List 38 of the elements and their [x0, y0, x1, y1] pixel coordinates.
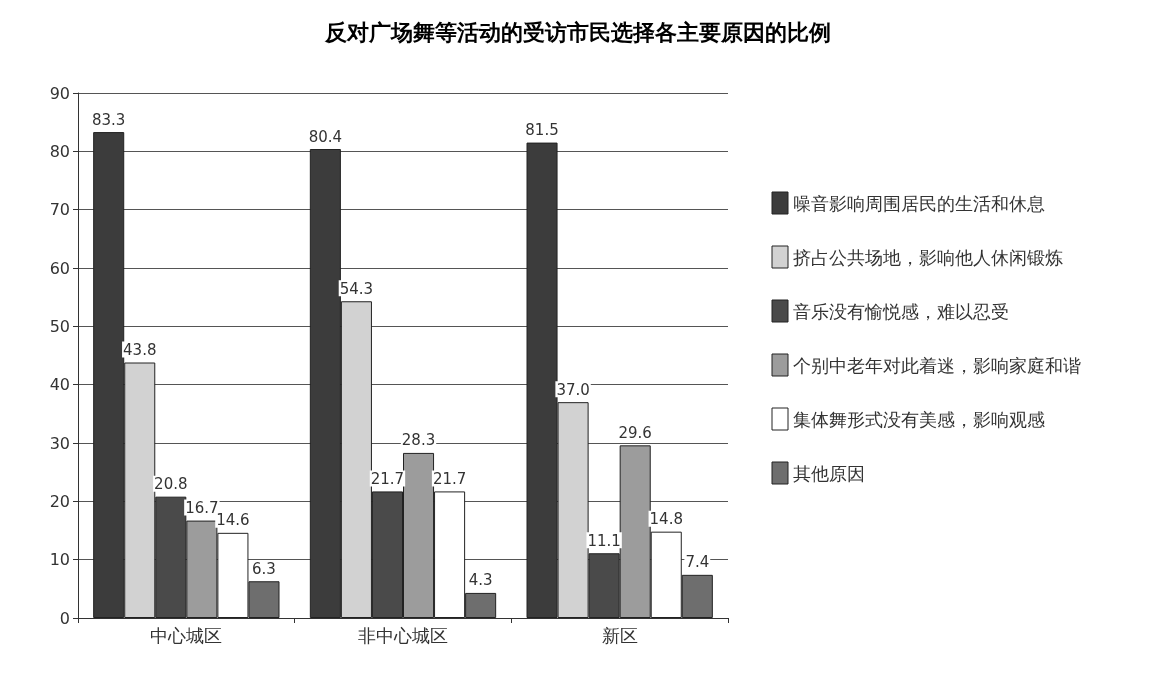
text: 37.0 — [556, 380, 590, 399]
text: 83.3 — [91, 110, 126, 129]
text: 4.3 — [468, 571, 493, 590]
y-tick-label: 0 — [59, 608, 70, 628]
x-tick-label: 非中心城区 — [358, 624, 448, 646]
y-tick-label: 80 — [49, 141, 70, 161]
text: 81.5 — [525, 121, 559, 140]
legend-label: 集体舞形式没有美感，影响观感 — [793, 408, 1045, 430]
legend-label: 挤占公共场地，影响他人休闲锻炼 — [793, 246, 1063, 268]
x-tick-label: 新区 — [601, 624, 638, 646]
text: 20.8 — [154, 475, 188, 494]
text: 29.6 — [618, 423, 652, 442]
x-tick-label: 中心城区 — [150, 624, 223, 646]
text: 21.7 — [432, 469, 467, 488]
text: 54.3 — [339, 279, 374, 298]
text: 6.3 — [252, 559, 276, 578]
text: 43.8 — [123, 341, 157, 359]
text: 21.7 — [370, 469, 405, 488]
y-tick-label: 20 — [49, 491, 70, 511]
y-tick-label: 50 — [49, 316, 70, 336]
text: 28.3 — [401, 431, 436, 450]
chart-title: 反对广场舞等活动的受访市民选择各主要原因的比例 — [324, 19, 831, 45]
y-tick-label: 40 — [49, 375, 70, 395]
text: 7.4 — [685, 553, 710, 572]
legend-label: 音乐没有愉悦感，难以忍受 — [793, 300, 1009, 322]
text: 11.1 — [587, 531, 621, 550]
text: 14.8 — [649, 510, 683, 529]
y-tick-label: 10 — [49, 550, 70, 570]
y-tick-label: 70 — [49, 200, 70, 220]
legend-label: 噪音影响周围居民的生活和休息 — [793, 192, 1045, 214]
y-tick-label: 30 — [49, 433, 70, 453]
y-tick-label: 60 — [49, 258, 70, 278]
text: 80.4 — [308, 127, 343, 146]
y-tick-label: 90 — [49, 83, 70, 103]
text: 14.6 — [216, 511, 250, 530]
legend-label: 其他原因 — [793, 462, 865, 484]
legend-label: 个别中老年对此着迷，影响家庭和谐 — [793, 354, 1081, 376]
text: 16.7 — [185, 499, 219, 518]
